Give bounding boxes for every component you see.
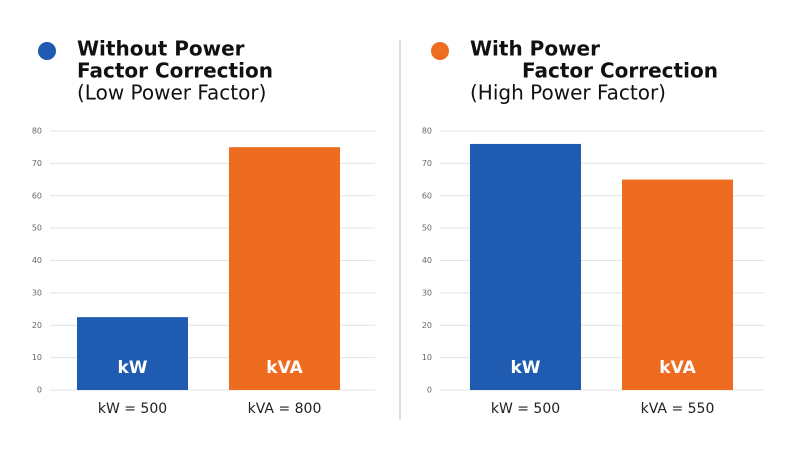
y-tick-label: 80 [422,127,432,136]
y-tick-label: 10 [422,353,432,362]
y-tick-label: 70 [422,159,432,168]
y-tick-label: 60 [32,191,42,200]
bar-label: kW [510,358,540,378]
bar [229,147,340,390]
bar-label: kW [117,358,147,378]
y-tick-label: 0 [427,386,432,395]
y-tick-label: 0 [37,386,42,395]
bar-label: kVA [266,358,303,378]
legend-dot [38,42,56,60]
x-tick-label: kW = 500 [491,401,560,417]
y-tick-label: 60 [422,191,432,200]
y-tick-label: 20 [422,321,432,330]
y-tick-label: 30 [422,288,432,297]
bar [77,317,188,390]
x-tick-label: kVA = 550 [641,401,715,417]
x-tick-label: kVA = 800 [248,401,322,417]
chart-subtitle: (Low Power Factor) [77,81,266,105]
y-tick-label: 30 [32,288,42,297]
bar-label: kVA [659,358,696,378]
y-tick-label: 70 [32,159,42,168]
chart-title: Factor Correction [522,59,718,83]
x-tick-label: kW = 500 [98,401,167,417]
y-tick-label: 40 [32,256,42,265]
chart-title: Factor Correction [77,59,273,83]
legend-dot [431,42,449,60]
chart-title: Without Power [77,37,245,61]
chart-subtitle: (High Power Factor) [470,81,666,105]
bar [622,179,733,390]
y-tick-label: 40 [422,256,432,265]
y-tick-label: 20 [32,321,42,330]
chart-title: With Power [470,37,600,61]
y-tick-label: 80 [32,127,42,136]
y-tick-label: 50 [422,224,432,233]
y-tick-label: 50 [32,224,42,233]
y-tick-label: 10 [32,353,42,362]
bar [470,143,581,390]
